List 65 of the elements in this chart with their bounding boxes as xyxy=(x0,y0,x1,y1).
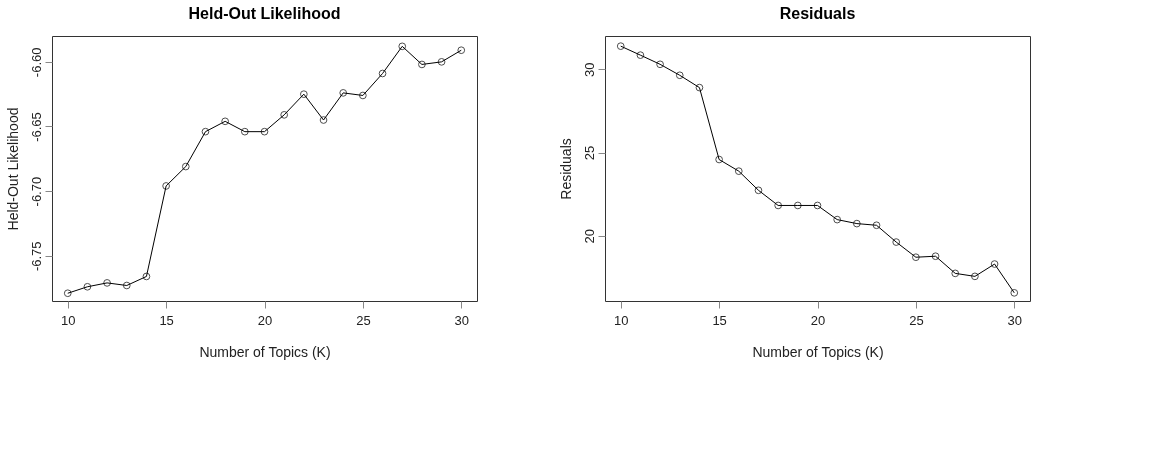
y-tick-label: 30 xyxy=(581,62,597,78)
point xyxy=(280,111,289,119)
point xyxy=(398,42,407,51)
point xyxy=(616,42,625,50)
x-tick-label: 20 xyxy=(257,312,273,328)
x-tick-label: 10 xyxy=(614,312,629,328)
point xyxy=(260,127,269,136)
x-tick-label: 30 xyxy=(454,312,469,328)
x-axis-title: Number of Topics (K) xyxy=(752,343,884,360)
point xyxy=(359,91,367,100)
point xyxy=(142,272,151,281)
x-tick-label: 25 xyxy=(356,312,371,328)
x-tick-label: 30 xyxy=(1007,312,1022,328)
point xyxy=(300,90,308,99)
point xyxy=(457,46,466,55)
x-tick-label: 15 xyxy=(712,312,727,328)
point xyxy=(201,127,210,136)
point xyxy=(695,83,704,92)
y-tick-label: -6.70 xyxy=(28,176,44,207)
point xyxy=(319,116,328,124)
point xyxy=(63,289,72,298)
x-tick-label: 20 xyxy=(810,312,826,328)
point xyxy=(103,279,111,287)
y-axis-title: Held-Out Likelihood xyxy=(4,107,21,231)
point xyxy=(122,281,131,290)
point xyxy=(636,51,645,59)
x-tick-label: 10 xyxy=(61,312,76,328)
point xyxy=(240,127,249,136)
point xyxy=(1010,289,1019,297)
x-tick-label: 25 xyxy=(909,312,924,328)
chart-title: Held-Out Likelihood xyxy=(188,5,341,22)
point xyxy=(754,186,763,195)
point xyxy=(912,253,920,262)
point xyxy=(181,162,190,171)
y-tick-label: 20 xyxy=(581,229,597,244)
point xyxy=(872,221,881,230)
point xyxy=(833,215,842,224)
point xyxy=(931,252,940,261)
point xyxy=(774,201,782,210)
y-axis-title: Residuals xyxy=(557,138,574,200)
point xyxy=(734,167,743,176)
point xyxy=(162,182,170,190)
point xyxy=(813,201,822,210)
point xyxy=(951,269,960,278)
point xyxy=(971,272,979,281)
point xyxy=(990,260,999,268)
x-tick-label: 15 xyxy=(159,312,174,328)
point xyxy=(83,282,92,291)
point xyxy=(853,219,861,228)
point xyxy=(378,69,387,78)
chart-title: Residuals xyxy=(779,5,856,22)
y-tick-label: -6.60 xyxy=(28,47,44,78)
point xyxy=(656,60,664,69)
point xyxy=(339,89,348,97)
y-tick-label: -6.75 xyxy=(28,241,44,272)
y-tick-label: -6.65 xyxy=(28,112,44,142)
point xyxy=(715,155,723,164)
point xyxy=(675,71,684,80)
point xyxy=(892,238,901,246)
point xyxy=(437,58,446,66)
x-axis-title: Number of Topics (K) xyxy=(199,343,331,360)
point xyxy=(793,201,802,210)
point xyxy=(221,117,229,126)
y-tick-label: 25 xyxy=(581,145,597,161)
point xyxy=(418,60,426,69)
